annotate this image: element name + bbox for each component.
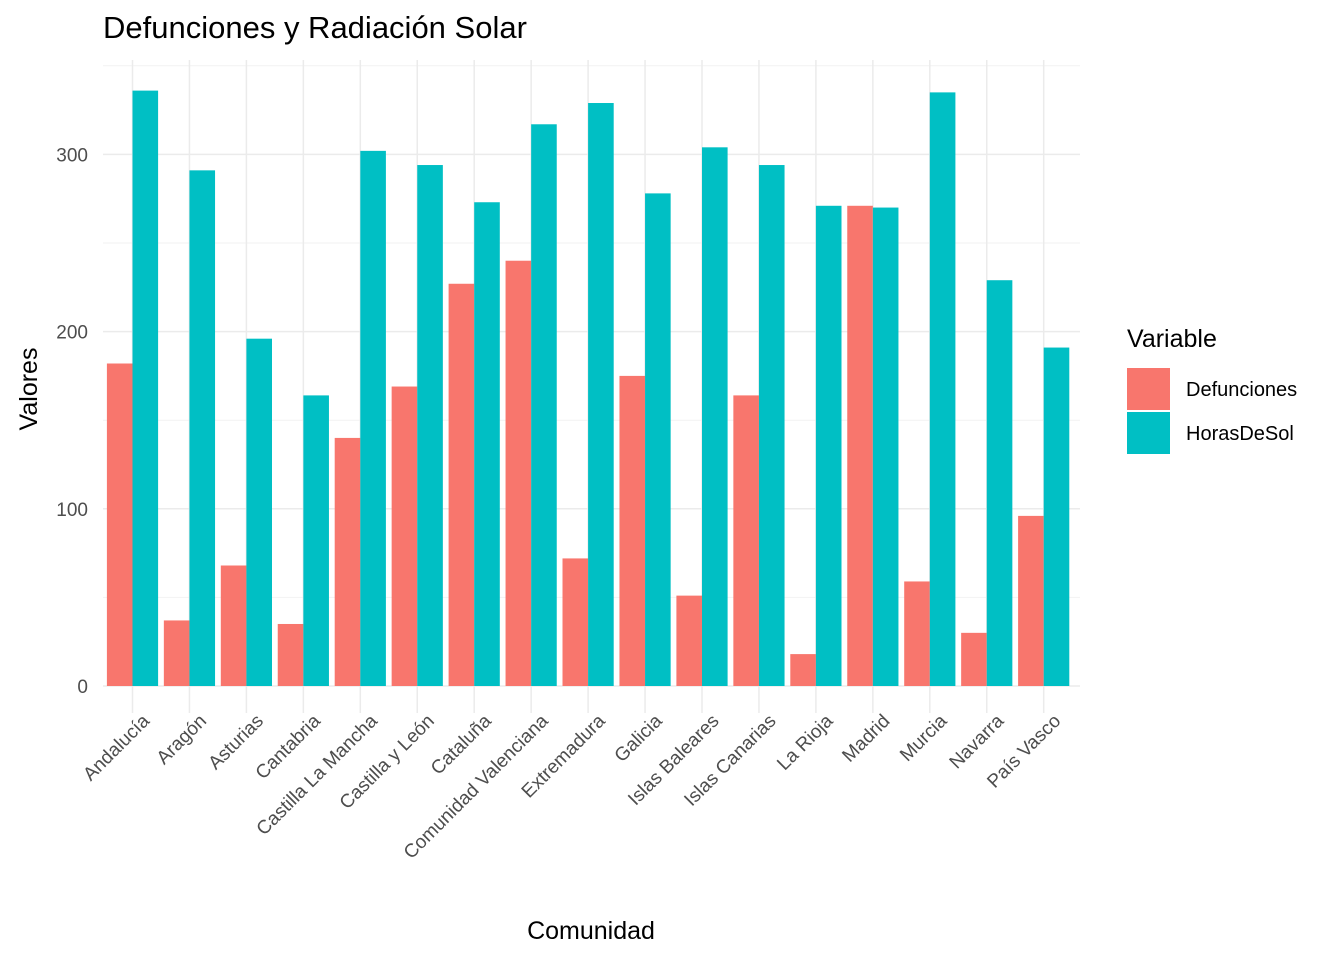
bar-defunciones (220, 565, 247, 686)
bar-defunciones (505, 260, 532, 686)
bars (106, 90, 1070, 687)
bar-horasdesol (303, 395, 329, 686)
bar-defunciones (733, 395, 759, 686)
y-tick-label: 200 (56, 323, 88, 344)
bar-defunciones (391, 386, 418, 686)
bar-horasdesol (872, 207, 899, 686)
chart-title: Defunciones y Radiación Solar (103, 10, 527, 45)
bar-horasdesol (246, 338, 272, 686)
bar-horasdesol (645, 193, 671, 686)
bar-horasdesol (1043, 347, 1070, 686)
bar-defunciones (619, 375, 646, 686)
bar-horasdesol (815, 205, 842, 686)
x-axis-title: Comunidad (527, 917, 655, 945)
bar-defunciones (847, 205, 873, 686)
bar-horasdesol (929, 92, 956, 686)
legend-key-defunciones (1127, 368, 1170, 410)
bar-defunciones (961, 632, 987, 686)
bar-defunciones (676, 595, 702, 686)
bar-horasdesol (588, 103, 614, 686)
bar-defunciones (562, 558, 589, 686)
x-tick-label: Andalucía (79, 710, 154, 785)
y-axis-ticks: 0 100 200 300 (56, 145, 88, 698)
x-tick-label: Murcia (896, 710, 951, 765)
x-tick-label: Aragón (153, 711, 211, 769)
bar-defunciones (448, 283, 475, 686)
legend-title: Variable (1127, 325, 1217, 353)
legend-label: HorasDeSol (1186, 423, 1294, 445)
x-tick-label: La Rioja (773, 710, 837, 774)
x-axis-ticks: AndalucíaAragónAsturiasCantabriaCastilla… (79, 710, 1065, 863)
legend-key-horasdesol (1127, 412, 1170, 454)
y-axis-title: Valores (15, 348, 43, 431)
bar-horasdesol (417, 165, 443, 687)
bar-defunciones (334, 437, 361, 686)
bar-defunciones (106, 363, 133, 686)
bar-defunciones (790, 654, 816, 686)
x-tick-label: Madrid (838, 711, 894, 767)
legend: Variable Defunciones HorasDeSol (1127, 325, 1297, 454)
y-tick-label: 300 (56, 145, 88, 166)
bar-horasdesol (360, 150, 386, 686)
bar-horasdesol (758, 165, 785, 687)
x-tick-label: Galicia (611, 710, 667, 766)
bar-defunciones (277, 623, 304, 686)
bar-horasdesol (132, 90, 159, 686)
bar-horasdesol (702, 147, 728, 686)
bar-horasdesol (986, 280, 1013, 686)
legend-label: Defunciones (1186, 379, 1297, 401)
bar-horasdesol (531, 124, 557, 686)
y-tick-label: 0 (77, 677, 88, 698)
bar-defunciones (163, 620, 190, 686)
bar-defunciones (904, 581, 930, 686)
y-tick-label: 100 (56, 500, 88, 521)
bar-defunciones (1018, 515, 1044, 686)
bar-horasdesol (189, 170, 216, 686)
bar-horasdesol (474, 202, 500, 686)
